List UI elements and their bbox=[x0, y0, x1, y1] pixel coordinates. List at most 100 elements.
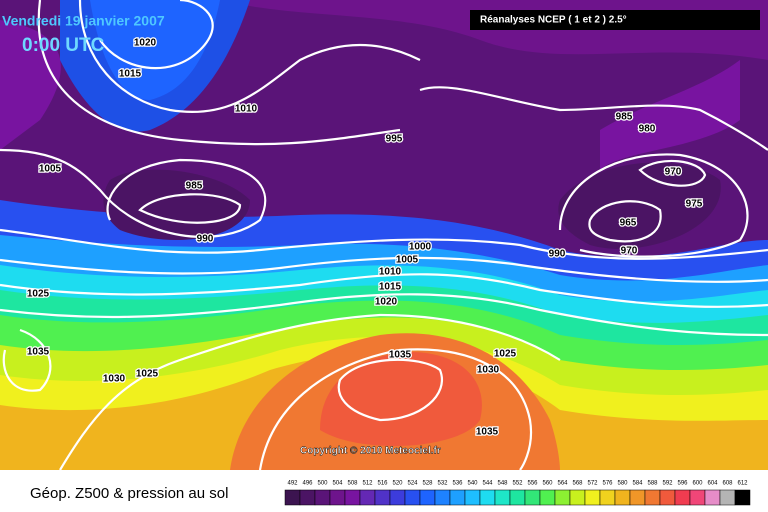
isobar-label: 970 bbox=[665, 167, 682, 178]
isobar-label: 1010 bbox=[379, 267, 402, 278]
colorbar-swatch bbox=[314, 489, 331, 506]
colorbar-swatch bbox=[449, 489, 466, 506]
colorbar-swatch bbox=[374, 489, 391, 506]
copyright: Copyright © 2010 Meteociel.fr bbox=[300, 446, 441, 457]
colorbar-swatch bbox=[539, 489, 556, 506]
isobar-label: 1020 bbox=[134, 38, 157, 49]
colorbar-label: 528 bbox=[422, 481, 433, 487]
isobar-label: 1025 bbox=[494, 349, 517, 360]
colorbar-label: 592 bbox=[662, 481, 673, 487]
colorbar-label: 612 bbox=[737, 481, 748, 487]
isobar-label: 965 bbox=[620, 218, 637, 229]
colorbar-swatch bbox=[419, 489, 436, 506]
colorbar-label: 568 bbox=[572, 481, 583, 487]
colorbar-swatch bbox=[644, 489, 661, 506]
colorbar-swatch bbox=[719, 489, 736, 506]
map-date: Vendredi 19 janvier 2007 bbox=[2, 13, 165, 29]
isobar-label: 1035 bbox=[476, 427, 499, 438]
isobar-label: 1010 bbox=[235, 104, 258, 115]
colorbar-swatch bbox=[629, 489, 646, 506]
isobar-label: 1015 bbox=[119, 69, 142, 80]
colorbar-swatch bbox=[464, 489, 481, 506]
colorbar-label: 512 bbox=[362, 481, 373, 487]
colorbar-label: 552 bbox=[512, 481, 523, 487]
colorbar-label: 608 bbox=[722, 481, 733, 487]
isobar-label: 1005 bbox=[39, 164, 62, 175]
colorbar-swatch bbox=[299, 489, 316, 506]
colorbar-label: 524 bbox=[407, 481, 418, 487]
colorbar-swatch bbox=[359, 489, 376, 506]
isobar-label: 980 bbox=[639, 124, 656, 135]
colorbar-swatch bbox=[599, 489, 616, 506]
colorbar-label: 596 bbox=[677, 481, 688, 487]
colorbar-swatch bbox=[689, 489, 706, 506]
colorbar-swatch bbox=[494, 489, 511, 506]
colorbar-swatch bbox=[569, 489, 586, 506]
colorbar-label: 496 bbox=[302, 481, 313, 487]
isobar-label: 975 bbox=[686, 199, 703, 210]
isobar-label: 1035 bbox=[27, 347, 50, 358]
colorbar-label: 584 bbox=[632, 481, 643, 487]
colorbar-swatch bbox=[704, 489, 721, 506]
isobar-label: 990 bbox=[197, 234, 214, 245]
colorbar-label: 540 bbox=[467, 481, 478, 487]
footer-title: Géop. Z500 & pression au sol bbox=[30, 485, 228, 502]
colorbar-swatch bbox=[284, 489, 301, 506]
isobar-label: 1005 bbox=[396, 255, 419, 266]
isobar-label: 985 bbox=[186, 181, 203, 192]
isobar-label: 995 bbox=[386, 134, 403, 145]
colorbar-label: 548 bbox=[497, 481, 508, 487]
colorbar-swatch bbox=[659, 489, 676, 506]
colorbar-swatch bbox=[734, 489, 751, 506]
map-time: 0:00 UTC bbox=[22, 35, 105, 56]
isobar-label: 1015 bbox=[379, 282, 402, 293]
colorbar-swatch bbox=[614, 489, 631, 506]
colorbar-label: 536 bbox=[452, 481, 463, 487]
source-box bbox=[470, 10, 760, 30]
colorbar-swatch bbox=[674, 489, 691, 506]
colorbar-label: 500 bbox=[317, 481, 328, 487]
isobar-label: 1035 bbox=[389, 350, 412, 361]
isobar-label: 1030 bbox=[103, 374, 126, 385]
colorbar-swatch bbox=[524, 489, 541, 506]
isobar-label: 1025 bbox=[27, 289, 50, 300]
colorbar-label: 508 bbox=[347, 481, 358, 487]
colorbar-swatch bbox=[329, 489, 346, 506]
isobar-label: 1000 bbox=[409, 242, 432, 253]
colorbar-label: 576 bbox=[602, 481, 613, 487]
colorbar-label: 556 bbox=[527, 481, 538, 487]
isobar-label: 1025 bbox=[136, 369, 159, 380]
colorbar-swatch bbox=[434, 489, 451, 506]
colorbar-label: 600 bbox=[692, 481, 703, 487]
colorbar-swatch bbox=[584, 489, 601, 506]
colorbar-label: 532 bbox=[437, 481, 448, 487]
map-background bbox=[0, 0, 768, 470]
colorbar-swatch bbox=[389, 489, 406, 506]
colorbar-swatch bbox=[404, 489, 421, 506]
isobar-label: 990 bbox=[549, 249, 566, 260]
colorbar-label: 544 bbox=[482, 481, 493, 487]
colorbar-label: 564 bbox=[557, 481, 568, 487]
isobar-label: 1020 bbox=[375, 297, 398, 308]
colorbar-label: 572 bbox=[587, 481, 598, 487]
colorbar-swatch bbox=[479, 489, 496, 506]
colorbar-label: 560 bbox=[542, 481, 553, 487]
source: Réanalyses NCEP ( 1 et 2 ) 2.5° bbox=[480, 15, 627, 26]
isobars bbox=[0, 0, 768, 422]
isobar-labels: 1020 1015 1010 995 985 980 970 975 1005 985 990 965… bbox=[26, 36, 704, 439]
colorbar-swatch bbox=[344, 489, 361, 506]
isobar-label: 1030 bbox=[477, 365, 500, 376]
isobar-label: 985 bbox=[616, 112, 633, 123]
colorbar-label: 580 bbox=[617, 481, 628, 487]
colorbar: 492 496 500 504 508 512 516 520 524 528 532 536 540 5… bbox=[284, 481, 751, 506]
colorbar-swatch bbox=[509, 489, 526, 506]
colorbar-label: 492 bbox=[287, 481, 298, 487]
colorbar-label: 520 bbox=[392, 481, 403, 487]
colorbar-swatch bbox=[554, 489, 571, 506]
isobar-label: 970 bbox=[621, 246, 638, 257]
colorbar-label: 516 bbox=[377, 481, 388, 487]
colorbar-label: 604 bbox=[707, 481, 718, 487]
colorbar-label: 504 bbox=[332, 481, 343, 487]
colorbar-label: 588 bbox=[647, 481, 658, 487]
